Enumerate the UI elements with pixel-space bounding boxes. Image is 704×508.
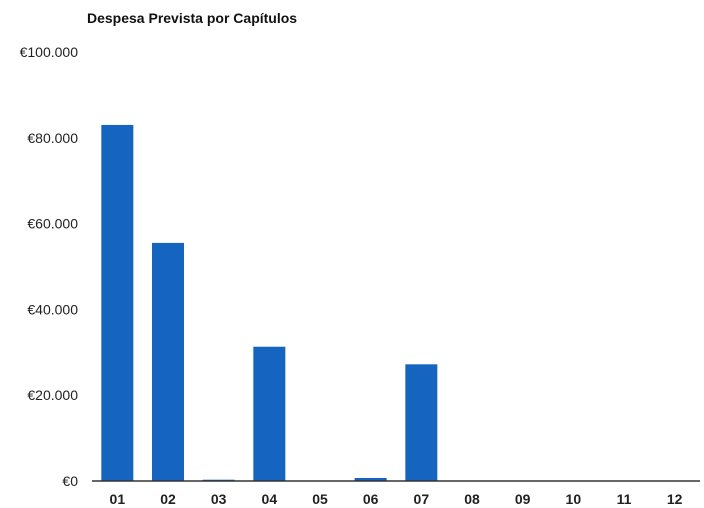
x-tick-label: 04: [262, 491, 278, 507]
y-tick-label: €60.000: [27, 216, 78, 232]
x-tick-label: 02: [160, 491, 176, 507]
x-axis-ticks: 01 02 03 04 05 06 07 08 09 10 11 12: [110, 491, 683, 507]
bar: [405, 364, 438, 481]
bar: [152, 242, 184, 481]
y-axis-ticks: €0 €20.000 €40.000 €60.000 €80.000 €100.000: [20, 44, 79, 489]
bar: [354, 477, 387, 481]
x-tick-label: 01: [110, 491, 126, 507]
bar: [101, 124, 134, 482]
x-tick-label: 06: [363, 491, 379, 507]
y-tick-label: €80.000: [27, 130, 78, 146]
x-tick-label: 11: [617, 491, 632, 507]
x-tick-label: 07: [414, 491, 430, 507]
y-tick-label: €100.000: [20, 44, 79, 60]
bars-group: [101, 124, 438, 482]
x-tick-label: 05: [312, 491, 328, 507]
y-tick-label: €40.000: [27, 301, 78, 317]
x-tick-label: 03: [211, 491, 227, 507]
y-tick-label: €20.000: [27, 387, 78, 403]
x-tick-label: 12: [667, 491, 683, 507]
chart-title: Despesa Prevista por Capítulos: [87, 10, 297, 26]
x-tick-label: 08: [464, 491, 480, 507]
bar: [253, 346, 286, 481]
x-tick-label: 09: [515, 491, 531, 507]
x-tick-label: 10: [566, 491, 582, 507]
y-tick-label: €0: [62, 473, 78, 489]
